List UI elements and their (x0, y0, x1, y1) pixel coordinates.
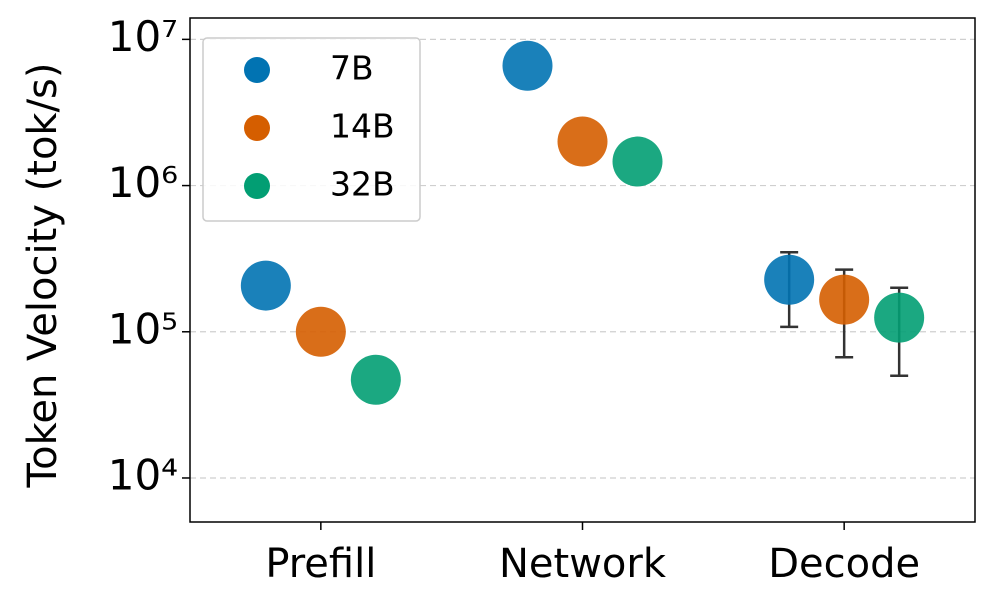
legend-label: 7B (330, 49, 374, 88)
marker (502, 40, 553, 91)
marker (295, 306, 346, 357)
legend-label: 32B (330, 165, 395, 204)
x-tick-label: Network (499, 541, 667, 587)
plot-frame (189, 17, 976, 523)
y-tick-label: 10⁶ (108, 158, 178, 207)
legend-marker (244, 173, 270, 199)
marker (612, 136, 663, 187)
marker (764, 254, 815, 305)
y-tick-label: 10⁴ (108, 450, 178, 499)
x-tick-label: Prefill (265, 541, 376, 587)
y-axis-label: Token Velocity (tok/s) (20, 63, 66, 489)
x-tick-label: Decode (768, 541, 920, 587)
marker (240, 260, 291, 311)
y-tick-label: 10⁵ (108, 304, 178, 353)
marker (350, 354, 401, 405)
legend-marker (244, 115, 270, 141)
marker (557, 116, 608, 167)
marker (819, 274, 870, 325)
marker (874, 292, 925, 343)
y-tick-label: 10⁷ (108, 12, 178, 61)
legend-label: 14B (330, 107, 395, 146)
legend-marker (244, 57, 270, 83)
